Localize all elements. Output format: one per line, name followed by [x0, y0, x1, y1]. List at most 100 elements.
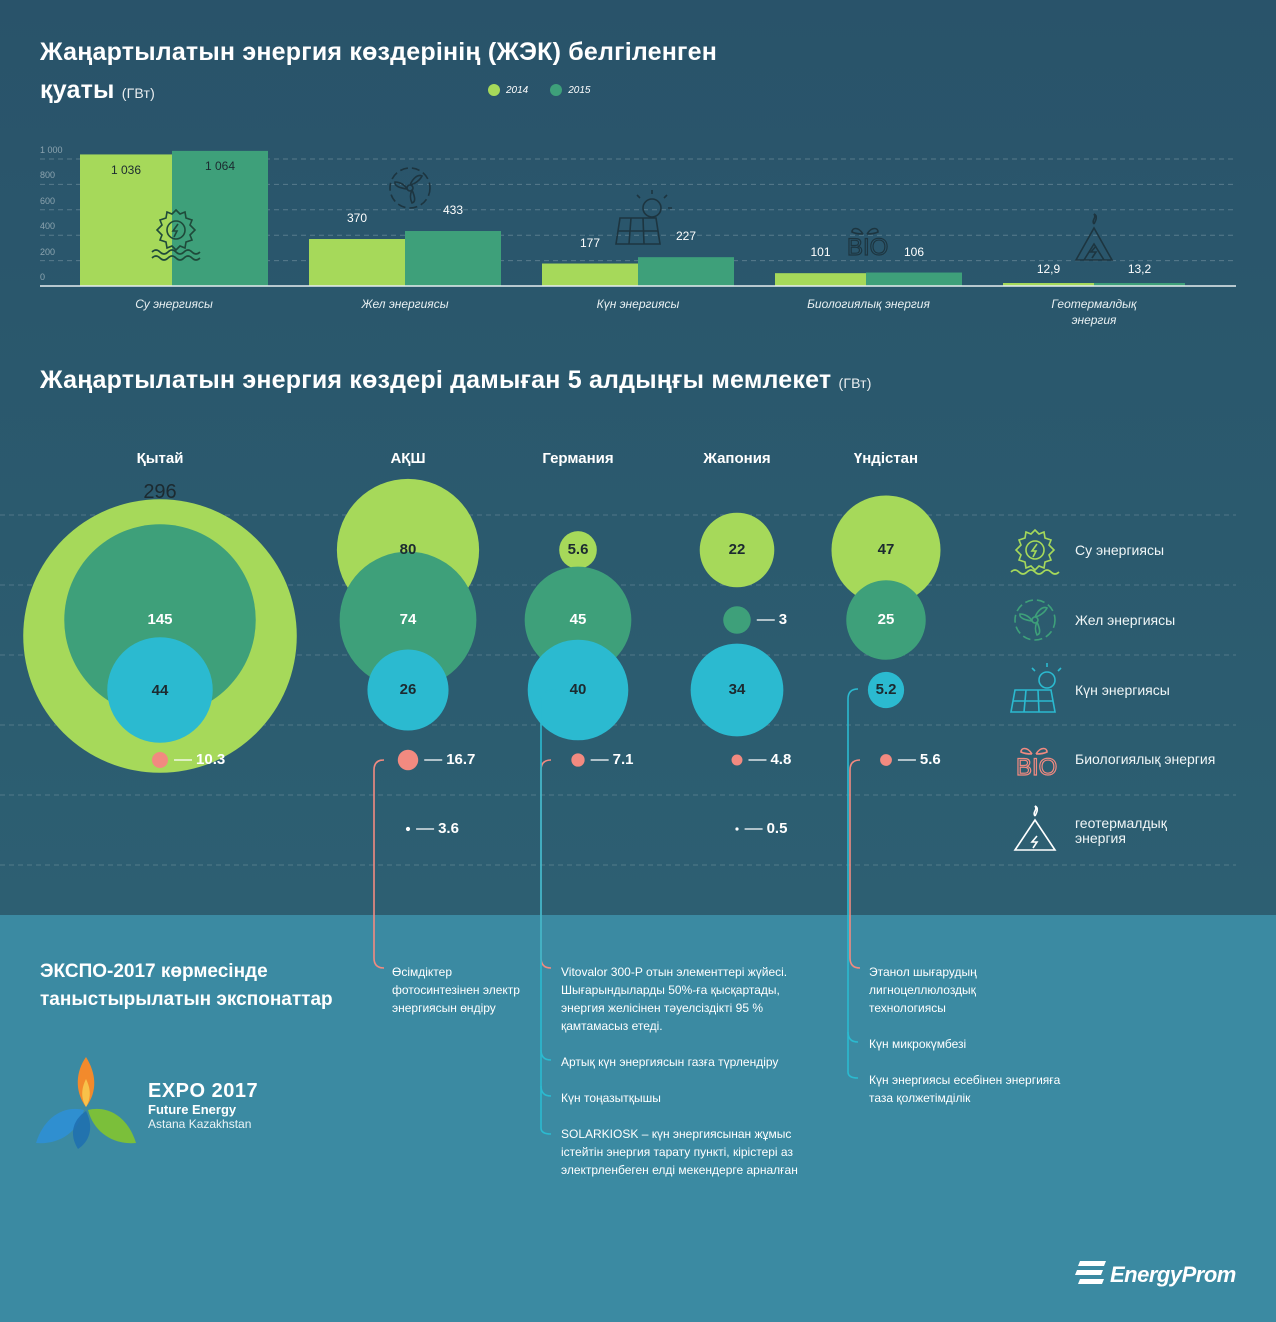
bar-value-label: 13,2: [1127, 262, 1152, 276]
bar-value-label: 1 036: [110, 163, 142, 177]
bubble-value-label: 3: [778, 611, 788, 628]
legend-item-2015: 2015: [550, 84, 591, 96]
bubble-value-label: 47: [877, 541, 895, 558]
hydro-icon: [151, 208, 201, 261]
bubble-1-2: [524, 566, 632, 674]
bar-value-label: 12,9: [1036, 262, 1061, 276]
bar-2015: [638, 257, 734, 286]
exhibit-bracket-solar-germany: [540, 689, 557, 1135]
bar-chart: BIO: [40, 150, 1236, 287]
legend-geothermal-label: геотермалдық энергия: [1075, 815, 1167, 846]
svg-text:BIO: BIO: [847, 234, 888, 261]
exhibit-germany-3: Күн тоңазытқышы: [561, 1091, 661, 1105]
exhibit-india-2: Күн микрокүмбезі: [869, 1037, 967, 1051]
exhibit-usa-1: Өсімдіктер фотосинтезінен электр энергия…: [392, 965, 520, 1015]
expo-logo-line3: Astana Kazakhstan: [148, 1117, 252, 1131]
bubble-value-label: 5.6: [919, 751, 941, 768]
bar-2015: [866, 272, 962, 286]
y-tick-label: 200: [40, 246, 56, 257]
bubble-label-china-solar: 44: [151, 682, 169, 699]
chart1-unit: (ГВт): [121, 85, 155, 101]
wind-icon: [389, 167, 431, 209]
bubble-value-label: 7.1: [612, 751, 634, 768]
chart1-title-word: қуаты: [40, 76, 115, 104]
exhibit-bracket-tick: [847, 1031, 859, 1043]
chart1-title-line2: қуаты (ГВт): [40, 76, 155, 105]
bar-value-label: 177: [579, 235, 601, 250]
bar-2015: [405, 231, 501, 286]
category-label: Геотермалдық энергия: [1051, 297, 1137, 327]
bar-value-label: 1 064: [204, 159, 236, 173]
bar-2014: [80, 154, 172, 286]
chart1-title: Жаңартылатын энергия көздерінің (ЖЭК) бе…: [40, 38, 718, 66]
exhibit-bracket: [849, 759, 861, 969]
bubble-3-4: [880, 754, 892, 766]
legend-label-2015: 2015: [568, 84, 591, 96]
bubble-0-4: [831, 495, 941, 605]
chart1-legend: 2014 2015: [488, 84, 591, 96]
bar-value-label: 433: [442, 203, 464, 217]
expo-title: ЭКСПО-2017 көрмесінде таныстырылатын экс…: [40, 958, 333, 1014]
legend-item-2014: 2014: [488, 84, 528, 96]
bubble-value-label: 45: [569, 611, 587, 628]
bubble-value-label: 26: [399, 681, 417, 698]
bubble-value-label: 34: [728, 681, 746, 698]
bubble-1-1: [339, 551, 477, 689]
expo-logo-text: EXPO 2017 Future Energy Astana Kazakhsta…: [148, 1080, 258, 1131]
bubble-3-1: [397, 749, 419, 771]
bubble-china-wind: [64, 524, 256, 716]
exhibit-bracket: [540, 759, 552, 969]
y-tick-label: 0: [40, 272, 46, 282]
exhibit-india-3: Күн энергиясы есебінен энергияға таза қо…: [869, 1073, 1061, 1105]
svg-text:BIO: BIO: [1016, 754, 1057, 781]
bubble-value-label: 5.6: [567, 541, 589, 558]
bubble-2-4: [867, 671, 905, 709]
country-label: Үндістан: [853, 450, 919, 467]
bubble-0-3: [699, 512, 775, 588]
bubble-value-label: 5.2: [875, 681, 897, 698]
bubble-value-label: 0.5: [766, 820, 788, 837]
chart2-title: Жаңартылатын энергия көздері дамыған 5 а…: [40, 366, 832, 394]
legend-wind-icon: [1014, 599, 1056, 641]
bar-2014: [309, 239, 405, 286]
exhibit-germany-4: SOLARKIOSK – күн энергиясынан жұмыс істе…: [561, 1127, 798, 1177]
bar-2015: [1094, 283, 1185, 286]
exhibit-bracket-lines: [373, 688, 861, 1135]
bubble-value-label: 25: [877, 611, 895, 628]
legend-wind-label: Жел энергиясы: [1075, 612, 1176, 628]
bar-2014: [542, 263, 638, 286]
category-label: Жел энергиясы: [361, 297, 449, 311]
geothermal-icon: [1074, 213, 1114, 261]
expo-title-line1: ЭКСПО-2017 көрмесінде: [40, 961, 268, 982]
bubble-value-label: 40: [569, 681, 587, 698]
bubble-value-label: 22: [728, 541, 746, 558]
exhibit-bracket-tick: [540, 1049, 552, 1061]
category-label: Күн энергиясы: [596, 297, 680, 311]
country-label: Жапония: [703, 450, 771, 467]
bubble-2-3: [690, 643, 784, 737]
exhibit-germany-2: Артық күн энергиясын газға түрлендіру: [561, 1055, 779, 1069]
bubble-0-2: [559, 531, 597, 569]
country-label: Қытай: [136, 450, 184, 467]
bubble-value-label: 16.7: [446, 751, 476, 768]
exhibit-india-1: Этанол шығарудың лигноцеллюлоздық технол…: [869, 965, 977, 1015]
brand-name: EnergyProm: [1110, 1262, 1236, 1287]
legend-hydro-icon: [1010, 528, 1060, 575]
bubble-value-label: 3.6: [438, 820, 459, 837]
country-label: Германия: [542, 450, 614, 467]
bubble-chart: [0, 478, 1236, 866]
bubble-3-0: [151, 751, 169, 769]
bubble-2-2: [527, 639, 629, 741]
y-tick-label: 800: [40, 170, 56, 181]
category-label: Биологиялық энергия: [807, 297, 930, 311]
y-tick-label: 400: [40, 221, 56, 232]
bubble-4-3: [735, 827, 739, 831]
bubble-chart-marks: [23, 478, 941, 832]
country-label: АҚШ: [390, 450, 426, 467]
bubble-row-lines: [0, 514, 1236, 866]
bio-logo-icon: BIO: [846, 227, 889, 262]
legend-swatch-2014: [488, 84, 500, 96]
bar-value-label: 370: [346, 211, 368, 225]
